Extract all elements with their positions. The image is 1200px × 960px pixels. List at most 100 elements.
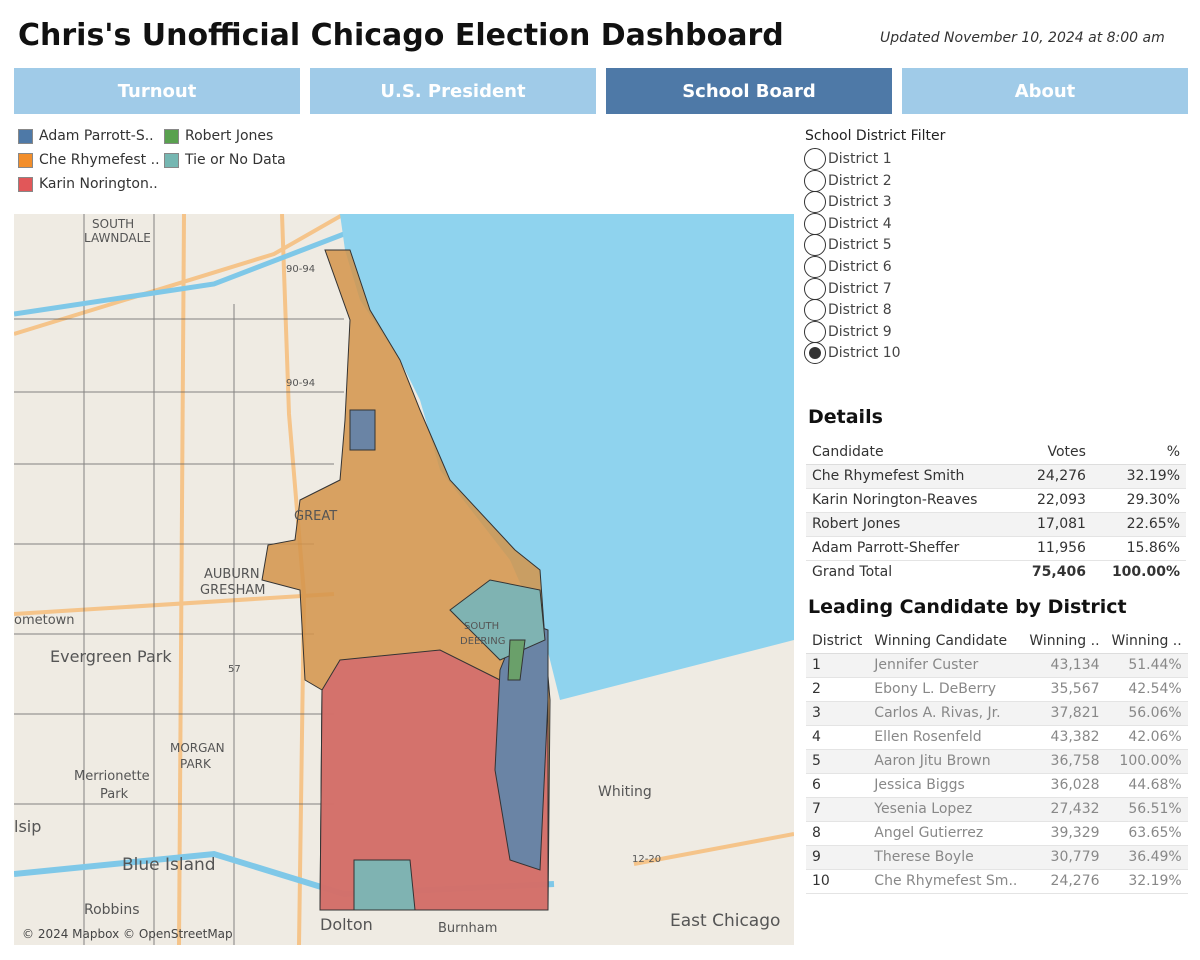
filter-option[interactable]: District 5 bbox=[804, 234, 892, 257]
table-cell: 24,276 bbox=[1014, 464, 1092, 489]
filter-option-label: District 4 bbox=[828, 215, 892, 232]
filter-option[interactable]: District 6 bbox=[804, 256, 892, 278]
legend-item: Adam Parrott-S.. bbox=[18, 128, 154, 144]
table-row: 2 Ebony L. DeBerry 35,567 42.54% bbox=[806, 677, 1188, 702]
updated-note: Updated November 10, 2024 at 8:00 am bbox=[880, 30, 1165, 46]
map-label: Evergreen Park bbox=[50, 647, 172, 666]
table-cell: 1 bbox=[806, 653, 869, 678]
table-cell: Karin Norington-Reaves bbox=[806, 488, 1015, 513]
map-label: Burnham bbox=[438, 921, 497, 936]
map-label: GRESHAM bbox=[200, 583, 265, 598]
table-cell: 51.44% bbox=[1105, 653, 1188, 678]
table-cell: 36,758 bbox=[1023, 749, 1106, 774]
total-cell: 75,406 bbox=[1031, 564, 1086, 581]
table-cell: 6 bbox=[806, 773, 869, 798]
total-cell: Grand Total bbox=[812, 564, 893, 581]
filter-option[interactable]: District 10 bbox=[804, 342, 901, 365]
table-cell: 43,382 bbox=[1023, 725, 1106, 750]
radio-button[interactable] bbox=[804, 299, 826, 322]
radio-button[interactable] bbox=[804, 169, 826, 192]
radio-dot bbox=[809, 347, 821, 360]
nav-tab[interactable]: U.S. President bbox=[310, 68, 596, 114]
table-row: 4 Ellen Rosenfeld 43,382 42.06% bbox=[806, 725, 1188, 750]
map-label: AUBURN bbox=[204, 567, 260, 582]
table-row: 1 Jennifer Custer 43,134 51.44% bbox=[806, 653, 1188, 678]
map-label: Blue Island bbox=[122, 855, 216, 875]
column-header: Candidate bbox=[806, 440, 1015, 465]
table-cell: 43,134 bbox=[1023, 653, 1106, 678]
filter-option[interactable]: District 3 bbox=[804, 191, 892, 214]
nav-tab[interactable]: About bbox=[902, 68, 1188, 114]
table-cell: Adam Parrott-Sheffer bbox=[806, 536, 1015, 561]
legend-item: Che Rhymefest .. bbox=[18, 152, 160, 168]
map-label: lsip bbox=[14, 817, 41, 836]
table-cell: 29.30% bbox=[1091, 488, 1186, 513]
radio-button[interactable] bbox=[804, 320, 826, 343]
table-row: 5 Aaron Jitu Brown 36,758 100.00% bbox=[806, 749, 1188, 774]
legend-item: Karin Norington.. bbox=[18, 176, 158, 192]
map-label: Dolton bbox=[320, 915, 373, 934]
table-row: 3 Carlos A. Rivas, Jr. 37,821 56.06% bbox=[806, 701, 1188, 726]
nav-tab[interactable]: Turnout bbox=[14, 68, 300, 114]
map-label: SOUTH bbox=[92, 217, 134, 231]
table-row: 6 Jessica Biggs 36,028 44.68% bbox=[806, 773, 1188, 798]
filter-option[interactable]: District 9 bbox=[804, 320, 892, 343]
table-cell: Aaron Jitu Brown bbox=[868, 749, 1024, 774]
map-label: MORGAN bbox=[170, 741, 225, 755]
details-table: Candidate Votes% Che Rhymefest Smith 24,276… bbox=[806, 440, 1186, 584]
filter-option[interactable]: District 7 bbox=[804, 277, 892, 300]
table-cell: 39,329 bbox=[1023, 821, 1106, 846]
table-cell: 22,093 bbox=[1014, 488, 1092, 513]
filter-option[interactable]: District 2 bbox=[804, 169, 892, 192]
filter-option[interactable]: District 8 bbox=[804, 299, 892, 322]
filter-option[interactable]: District 1 bbox=[804, 148, 892, 170]
map-label: 12-20 bbox=[632, 854, 661, 865]
table-header: Candidate Votes% bbox=[806, 440, 1186, 465]
section-title: Leading Candidate by District bbox=[808, 596, 1127, 618]
legend-swatch bbox=[164, 152, 179, 168]
table-cell: 2 bbox=[806, 677, 869, 702]
radio-button[interactable] bbox=[804, 191, 826, 214]
filter-option[interactable]: District 4 bbox=[804, 212, 892, 235]
map: SOUTHLAWNDALE90-9490-94GREATAUBURNGRESHA… bbox=[14, 214, 794, 945]
table-cell: 10 bbox=[806, 869, 869, 894]
table-cell: 32.19% bbox=[1105, 869, 1188, 894]
filter-option-label: District 6 bbox=[828, 259, 892, 275]
legend-swatch bbox=[164, 128, 179, 144]
column-header: District bbox=[806, 629, 869, 654]
table-row: Robert Jones 17,081 22.65% bbox=[806, 512, 1186, 537]
table-cell: Angel Gutierrez bbox=[868, 821, 1024, 846]
map-label: Whiting bbox=[598, 784, 652, 800]
table-cell: Carlos A. Rivas, Jr. bbox=[868, 701, 1024, 726]
legend-item: Robert Jones bbox=[164, 128, 273, 144]
filter-option-label: District 10 bbox=[828, 345, 901, 362]
table-cell: 5 bbox=[806, 749, 869, 774]
map-label: LAWNDALE bbox=[84, 231, 151, 245]
legend-item: Tie or No Data bbox=[164, 152, 286, 168]
table-cell: 36.49% bbox=[1105, 845, 1188, 870]
legend-label: Karin Norington.. bbox=[39, 176, 158, 192]
legend-label: Robert Jones bbox=[185, 128, 274, 144]
table-cell: 7 bbox=[806, 797, 869, 822]
table-cell: 42.06% bbox=[1105, 725, 1188, 750]
radio-button[interactable] bbox=[804, 234, 826, 257]
column-header: Winning .. bbox=[1023, 629, 1106, 654]
column-header: Winning Candidate bbox=[868, 629, 1024, 654]
radio-button[interactable] bbox=[804, 256, 826, 278]
table-cell: 9 bbox=[806, 845, 869, 870]
legend-label: Tie or No Data bbox=[185, 152, 286, 168]
radio-button[interactable] bbox=[804, 342, 826, 365]
table-cell: Jessica Biggs bbox=[868, 773, 1024, 798]
radio-button[interactable] bbox=[804, 148, 826, 170]
table-row: 10 Che Rhymefest Sm.. 24,276 32.19% bbox=[806, 869, 1188, 894]
table-row: 9 Therese Boyle 30,779 36.49% bbox=[806, 845, 1188, 870]
filter-option-label: District 9 bbox=[828, 323, 892, 340]
table-cell: 56.06% bbox=[1105, 701, 1188, 726]
radio-button[interactable] bbox=[804, 212, 826, 235]
dashboard-title: Chris's Unofficial Chicago Election Dash… bbox=[18, 18, 784, 53]
nav-tab[interactable]: School Board bbox=[606, 68, 892, 114]
total-row: Grand Total 75,406 100.00% bbox=[806, 560, 1186, 584]
radio-button[interactable] bbox=[804, 277, 826, 300]
map-label: ometown bbox=[14, 613, 75, 628]
table-row: 8 Angel Gutierrez 39,329 63.65% bbox=[806, 821, 1188, 846]
